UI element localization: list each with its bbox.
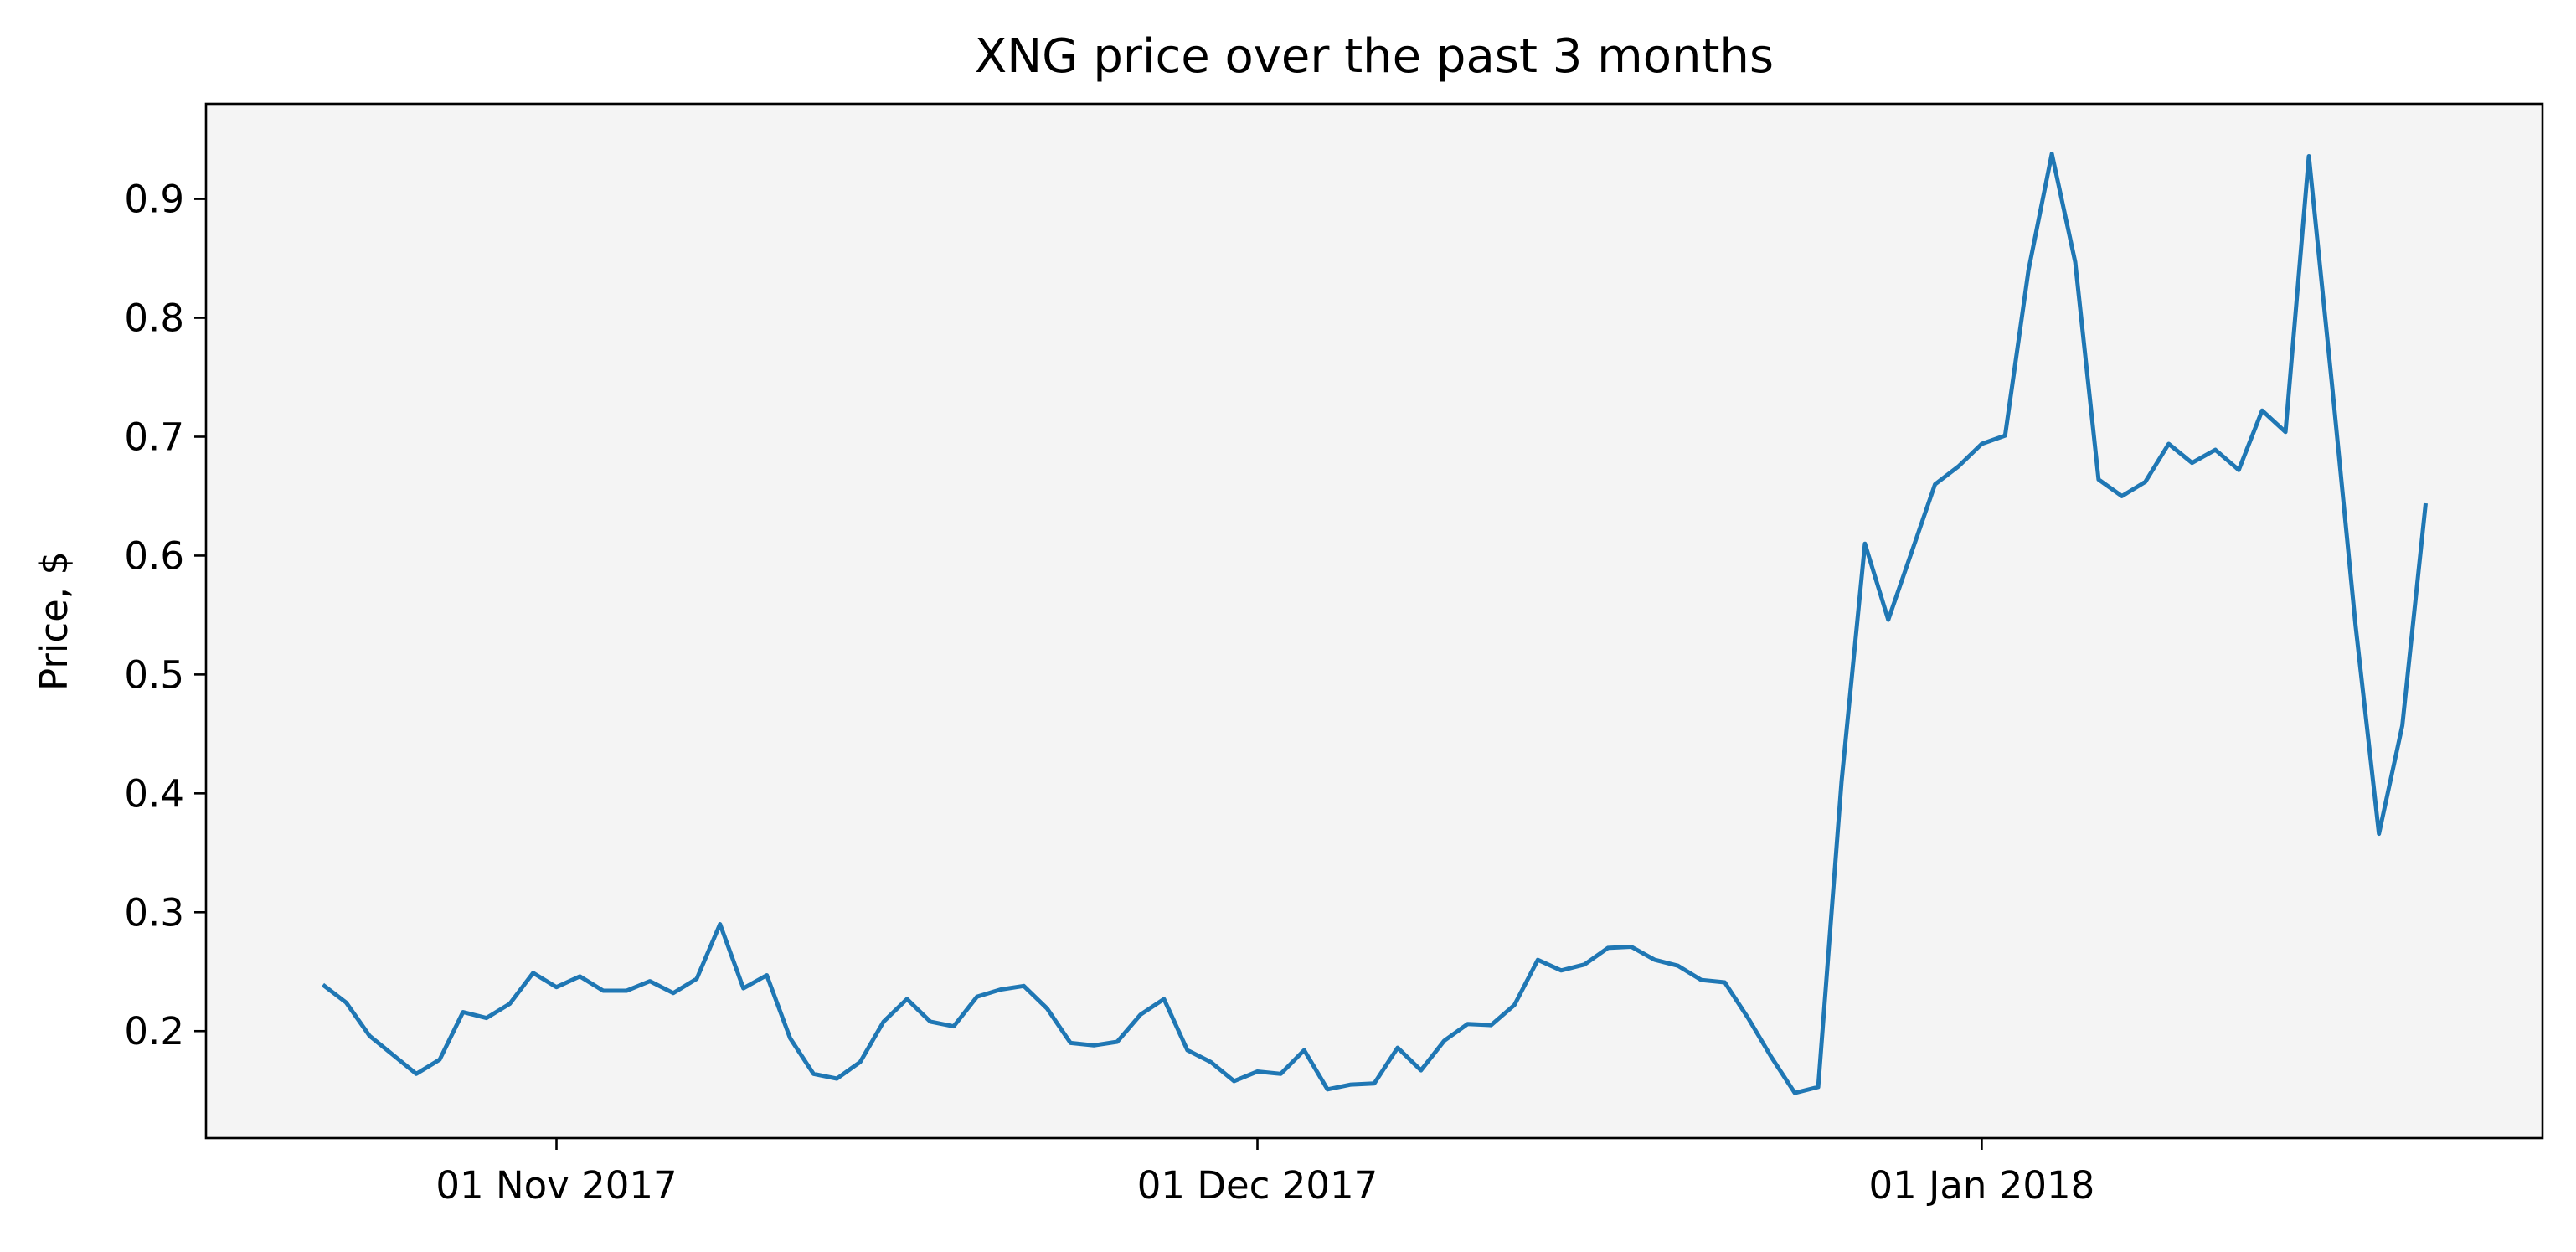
y-tick-label: 0.5 (124, 652, 184, 697)
y-tick-label: 0.7 (124, 415, 184, 459)
axes-frame (204, 102, 2544, 1140)
y-tick-label: 0.2 (124, 1009, 184, 1054)
y-tick-label: 0.9 (124, 178, 184, 222)
y-tick-label: 0.8 (124, 296, 184, 341)
plot-area (206, 104, 2543, 1138)
y-tick-label: 0.6 (124, 533, 184, 578)
price-line-series-0 (321, 152, 2428, 1095)
y-axis-label: Price, $ (32, 551, 76, 691)
x-tick-label: 01 Nov 2017 (435, 1163, 677, 1208)
y-tick-label: 0.4 (124, 771, 184, 816)
y-tick-label: 0.3 (124, 890, 184, 935)
chart-title: XNG price over the past 3 months (975, 29, 1774, 84)
x-tick-label: 01 Dec 2017 (1137, 1163, 1378, 1208)
x-tick-label: 01 Jan 2018 (1869, 1163, 2095, 1208)
